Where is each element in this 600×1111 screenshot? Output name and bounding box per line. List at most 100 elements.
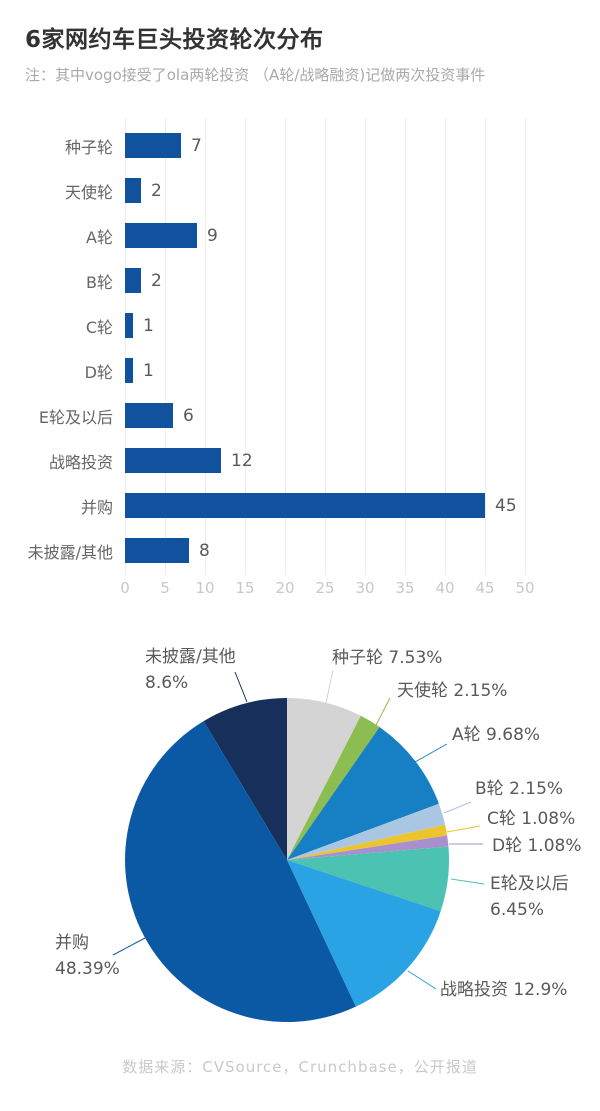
x-axis-tick-label: 0	[120, 579, 130, 597]
page-title: 6家网约车巨头投资轮次分布	[25, 27, 324, 53]
bar-track: 45	[125, 493, 600, 518]
bar-value: 9	[207, 225, 218, 246]
bar-value: 45	[495, 495, 517, 516]
gridline	[445, 118, 446, 575]
gridline	[405, 118, 406, 575]
bar	[125, 133, 181, 158]
bar-track: 6	[125, 403, 600, 428]
gridline	[165, 118, 166, 575]
bar-row: 战略投资 12	[0, 438, 600, 483]
gridline	[485, 118, 486, 575]
pie-label-leader-line	[446, 825, 481, 833]
bar-chart-gridlines	[125, 118, 526, 575]
x-axis-tick-label: 45	[475, 579, 495, 597]
bar-track: 1	[125, 313, 600, 338]
pie-label: E轮及以后 6.45%	[490, 874, 569, 920]
gridline	[365, 118, 366, 575]
gridline	[245, 118, 246, 575]
bar-row: E轮及以后 6	[0, 393, 600, 438]
bar-track: 7	[125, 133, 600, 158]
category-label: 未披露/其他	[27, 542, 113, 562]
category-label: E轮及以后	[38, 407, 113, 427]
pie-slice	[287, 824, 448, 860]
gridline	[325, 118, 326, 575]
pie-slice	[287, 803, 446, 860]
bar-chart: 种子轮 7 天使轮 2 A轮 9 B轮 2 C轮 1 D轮 1 E轮及以后 6 战略投资 12 并购 45 未披露/…	[0, 118, 600, 608]
pie-slice	[287, 715, 380, 860]
pie-chart: 种子轮 7.53% 天使轮 2.15% A轮 9.68% B轮 2.15% C轮 1.0…	[0, 630, 600, 1042]
x-axis-tick-label: 15	[235, 579, 255, 597]
bar-row: 未披露/其他 8	[0, 528, 600, 573]
bar-track: 1	[125, 358, 600, 383]
bar-value: 1	[143, 360, 154, 381]
bar-value: 6	[183, 405, 194, 426]
pie-label-leader-line	[407, 970, 437, 990]
bar-track: 9	[125, 223, 600, 248]
pie-label-leader-line	[234, 671, 248, 703]
bar	[125, 448, 221, 473]
pie-slice	[287, 835, 449, 860]
bar-row: D轮 1	[0, 348, 600, 393]
x-axis-tick-label: 5	[160, 579, 170, 597]
pie-label-leader-line	[443, 801, 472, 814]
chart-note: 注：其中vogo接受了ola两轮投资 （A轮/战略融资)记做两次投资事件	[25, 66, 486, 84]
gridline	[125, 118, 126, 575]
category-label: 战略投资	[48, 452, 113, 472]
x-axis-tick-label: 50	[515, 579, 535, 597]
pie-slice	[125, 721, 356, 1022]
bar-track: 8	[125, 538, 600, 563]
bar-row: 天使轮 2	[0, 168, 600, 213]
pie-label: D轮 1.08%	[492, 836, 582, 856]
pie-label-leader-line	[325, 669, 334, 704]
bar-row: 并购 45	[0, 483, 600, 528]
category-label: D轮	[84, 362, 113, 382]
category-label: B轮	[86, 272, 113, 292]
pie-label: 天使轮 2.15%	[397, 680, 507, 701]
bar-row: 种子轮 7	[0, 123, 600, 168]
bar	[125, 358, 133, 383]
bar	[125, 223, 197, 248]
gridline	[285, 118, 286, 575]
pie-label-leader-line	[450, 878, 485, 885]
bar	[125, 178, 141, 203]
pie-slice	[287, 698, 361, 860]
x-axis-ticks: 0 5 10 15 20 25 30 35 40 45 50	[0, 579, 600, 601]
x-axis-tick-label: 10	[195, 579, 215, 597]
pie-label: B轮 2.15%	[475, 779, 563, 799]
gridline	[525, 118, 526, 575]
bar-value: 2	[151, 180, 162, 201]
pie-label: 未披露/其他 8.6%	[145, 647, 236, 693]
category-label: C轮	[85, 317, 113, 337]
bar	[125, 313, 133, 338]
pie-label-leader-line	[374, 697, 391, 728]
bar-track: 2	[125, 178, 600, 203]
bar-track: 12	[125, 448, 600, 473]
data-source: 数据来源：CVSource，Crunchbase，公开报道	[122, 1058, 478, 1076]
pie-label: 并购 48.39%	[55, 933, 120, 979]
bar-value: 2	[151, 270, 162, 291]
x-axis-tick-label: 25	[315, 579, 335, 597]
pie-svg: 种子轮 7.53% 天使轮 2.15% A轮 9.68% B轮 2.15% C轮 1.0…	[55, 647, 582, 1022]
category-label: 种子轮	[64, 137, 113, 157]
bar-value: 1	[143, 315, 154, 336]
bar-value: 8	[199, 540, 210, 561]
bar	[125, 403, 173, 428]
category-label: A轮	[86, 227, 113, 247]
category-label: 天使轮	[64, 182, 113, 202]
pie-label: C轮 1.08%	[487, 809, 575, 829]
bar-value: 7	[191, 135, 202, 156]
bar	[125, 268, 141, 293]
pie-label: A轮 9.68%	[452, 725, 540, 745]
bar-track: 2	[125, 268, 600, 293]
bar-value: 12	[231, 450, 253, 471]
pie-slice	[287, 846, 449, 912]
x-axis-tick-label: 30	[355, 579, 375, 597]
x-axis-tick-label: 35	[395, 579, 415, 597]
pie-slice	[203, 698, 287, 860]
bar-row: A轮 9	[0, 213, 600, 258]
pie-label-leader-line	[112, 937, 146, 956]
bar	[125, 538, 189, 563]
pie-slice	[287, 727, 439, 860]
gridline	[205, 118, 206, 575]
